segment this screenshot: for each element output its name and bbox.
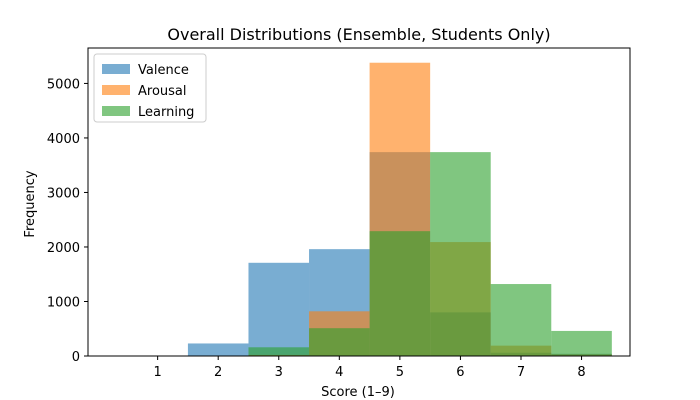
y-tick-label: 1000 [47,295,80,310]
y-tick-label: 2000 [47,241,80,256]
bars-group [187,62,612,357]
x-tick-label: 2 [214,365,222,380]
bar-learning-bin-7 [490,284,552,356]
bar-valence-bin-2 [187,343,249,356]
x-tick-label: 6 [456,365,464,380]
x-tick-label: 5 [396,365,404,380]
y-axis-label: Frequency [23,170,38,237]
legend-swatch-learning [102,106,130,116]
plot-frame [87,47,631,357]
axes-group [87,47,631,357]
x-tick-label: 7 [517,365,525,380]
legend: Valence Arousal Learning [93,53,207,123]
x-tick-label: 1 [154,365,162,380]
y-tick-label: 4000 [47,132,80,147]
chart-title: Overall Distributions (Ensemble, Student… [167,25,550,44]
x-tick-label: 4 [335,365,343,380]
bar-learning-bin-6 [430,152,491,356]
x-tick-label: 3 [275,365,283,380]
legend-label-arousal: Arousal [138,84,187,99]
y-tick-label: 3000 [47,186,80,201]
y-tick-label: 5000 [47,77,80,92]
legend-label-learning: Learning [138,105,194,120]
legend-swatch-arousal [102,85,130,95]
ticks-group: 1 2 3 4 5 6 7 8 0 1000 2000 3000 4000 5000 [47,77,586,380]
y-tick-label: 0 [72,350,80,365]
bar-learning-bin-8 [551,330,612,356]
legend-label-valence: Valence [138,63,189,78]
legend-swatch-valence [102,64,130,74]
x-axis-label: Score (1–9) [321,385,395,400]
bar-learning-bin-3 [248,347,310,356]
bar-learning-bin-4 [309,328,370,356]
x-tick-label: 8 [577,365,585,380]
bar-valence-bin-3 [248,262,310,356]
bar-learning-bin-5 [369,231,431,356]
